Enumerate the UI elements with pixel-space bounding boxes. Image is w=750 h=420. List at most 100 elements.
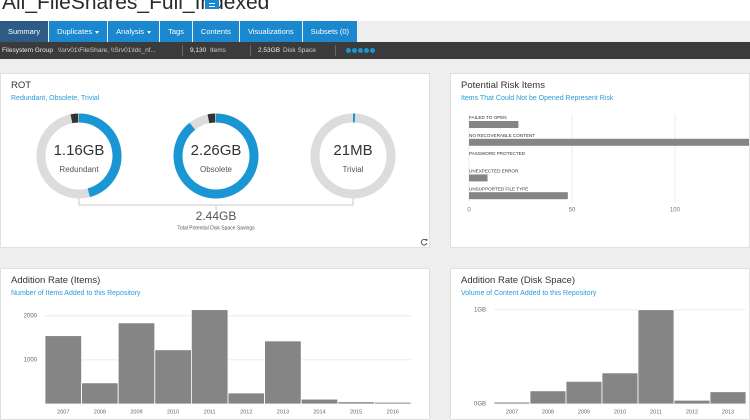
x-tick-label: 2013	[722, 409, 734, 415]
rot-chart: 1.16GB Redundant 2.26GB Obsolete 21MB Trivial…	[36, 113, 428, 246]
items-count: 9,130	[190, 47, 207, 54]
header: All_FileShares_Full_Indexed	[0, 0, 750, 21]
y-tick-label: 2000	[24, 313, 38, 319]
x-tick-label: 2008	[94, 409, 106, 415]
bracket	[78, 198, 354, 210]
x-tick-label: 2014	[313, 409, 325, 415]
dropdown-caret	[95, 30, 100, 34]
x-tick-label: 2015	[350, 409, 362, 415]
bar	[469, 121, 519, 128]
group-path: \\srv01\FileShare, \\Srv01\ldc_nf...	[58, 47, 156, 54]
bar	[337, 401, 375, 405]
disk-space-label: Disk Space	[283, 47, 316, 54]
panel-subtitle: Volume of Content Added to this Reposito…	[461, 290, 597, 297]
tab[interactable]: Tags	[160, 21, 192, 42]
items-label: Items	[210, 47, 226, 54]
bar	[81, 382, 119, 405]
bar	[117, 322, 156, 405]
donut-marker	[207, 113, 216, 124]
group-label: Filesystem Group	[2, 47, 53, 54]
status-dot	[370, 48, 375, 53]
bar	[601, 372, 639, 405]
tab[interactable]: Subsets (0)	[302, 21, 358, 42]
bar	[190, 309, 229, 405]
tab-label[interactable]: Duplicates	[57, 27, 93, 36]
items-chart: 1000 2000 2007 2008 2009 2010 2011 2012 2013 2014…	[24, 309, 412, 415]
y-tick-label: 1000	[24, 357, 38, 363]
tab-label[interactable]: Summary	[8, 27, 41, 36]
tab[interactable]: Duplicates	[49, 21, 108, 42]
tab[interactable]: Analysis	[108, 21, 160, 42]
bar	[44, 335, 82, 405]
x-tick-label: 2010	[614, 409, 626, 415]
refresh-icon[interactable]	[420, 238, 428, 246]
category-label: NO RECOVERABLE CONTENT	[469, 133, 535, 138]
tab[interactable]: Contents	[192, 21, 239, 42]
x-tick-label: 2008	[542, 409, 554, 415]
y-tick-label: 1GB	[474, 307, 486, 313]
status-dot	[364, 48, 369, 53]
y-tick-label: 0GB	[474, 402, 486, 408]
donut-value: 21MB	[333, 142, 372, 159]
x-tick-label: 2013	[277, 409, 289, 415]
status-dot	[358, 48, 363, 53]
bar	[469, 192, 568, 200]
panel-subtitle: Items That Could Not be Opened Represent…	[461, 95, 614, 102]
bar	[300, 398, 339, 405]
repository-title: All_FileShares_Full_Indexed	[2, 0, 270, 14]
separator	[182, 45, 183, 56]
category-label: FAILED TO OPEN	[469, 115, 507, 120]
donut-value: 2.26GB	[191, 142, 242, 159]
panel-title: Addition Rate (Disk Space)	[461, 275, 576, 286]
status-dot	[346, 48, 351, 53]
dropdown-caret	[147, 30, 152, 34]
separator	[250, 45, 251, 56]
status-dot	[352, 48, 357, 53]
tab-label[interactable]: Visualizations	[247, 27, 294, 36]
bar	[469, 138, 749, 146]
bar	[373, 401, 412, 405]
x-tick-label: 2009	[130, 409, 142, 415]
x-tick-label: 50	[569, 208, 576, 214]
panel-subtitle: Redundant, Obsolete, Trivial	[11, 95, 100, 102]
donut-name: Redundant	[59, 165, 99, 174]
tab-label[interactable]: Contents	[200, 27, 231, 36]
bar	[493, 401, 531, 405]
bar	[264, 340, 302, 405]
tab-label[interactable]: Tags	[168, 27, 184, 36]
category-label: UNSUPPORTED FILE TYPE	[469, 186, 528, 191]
panel-subtitle: Number of Items Added to this Repository	[11, 290, 141, 297]
x-tick-label: 100	[670, 208, 681, 214]
tab-bar: Summary Duplicates Analysis Tags Contents Vis…	[0, 21, 358, 42]
panel-title: ROT	[11, 80, 32, 91]
donut-marker	[70, 113, 79, 124]
donut-arc	[173, 113, 259, 199]
info-bar: Filesystem Group \\srv01\FileShare, \\Sr…	[0, 42, 750, 59]
category-label: UNEXPECTED ERROR	[469, 169, 519, 174]
bar	[565, 380, 603, 405]
x-tick-label: 2007	[57, 409, 69, 415]
bar	[469, 174, 488, 182]
tab[interactable]: Summary	[0, 21, 49, 42]
x-tick-label: 2011	[204, 409, 216, 415]
total-value: 2.44GB	[196, 209, 237, 223]
category-label: PASSWORD PROTECTED	[469, 151, 526, 156]
x-tick-label: 0	[467, 208, 471, 214]
x-tick-label: 2011	[650, 409, 662, 415]
tab-label[interactable]: Analysis	[116, 27, 145, 36]
disk-panel: 0GB 1GB 2007 2008 2009 2010 2011 2012 2013 Addit…	[450, 268, 750, 420]
x-tick-label: 2012	[240, 409, 252, 415]
disk-chart: 0GB 1GB 2007 2008 2009 2010 2011 2012 2013	[474, 307, 747, 415]
bar	[673, 399, 711, 405]
tab[interactable]: Visualizations	[239, 21, 302, 42]
x-tick-label: 2009	[578, 409, 590, 415]
menu-button[interactable]	[205, 0, 219, 9]
bar	[709, 391, 747, 405]
x-tick-label: 2012	[686, 409, 698, 415]
risk-chart: 0 50 100 FAILED TO OPEN NO RECOVERABLE CONTE…	[467, 114, 749, 214]
separator	[335, 45, 336, 56]
tab-label[interactable]: Subsets (0)	[310, 27, 350, 36]
panel-title: Addition Rate (Items)	[11, 275, 101, 286]
donut-arc	[78, 113, 122, 198]
